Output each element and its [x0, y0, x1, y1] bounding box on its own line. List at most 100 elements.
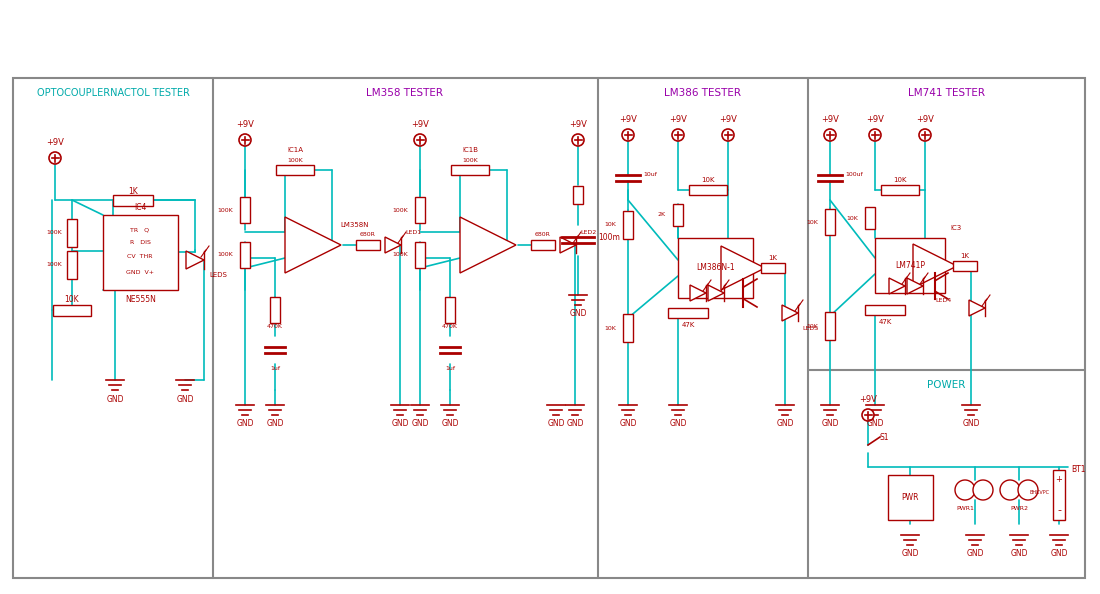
Text: 100K: 100K: [462, 159, 477, 163]
Text: +9V: +9V: [619, 115, 637, 124]
Text: IC1A: IC1A: [287, 147, 303, 153]
Polygon shape: [913, 244, 957, 288]
Bar: [67, 251, 77, 279]
Text: PWR: PWR: [901, 492, 918, 501]
Text: 100K: 100K: [287, 159, 303, 163]
Text: LM386N-1: LM386N-1: [696, 264, 735, 273]
Bar: [881, 185, 918, 195]
Polygon shape: [969, 300, 984, 316]
Text: GND: GND: [619, 419, 637, 428]
Polygon shape: [285, 217, 341, 273]
Bar: [678, 238, 754, 298]
Text: GND: GND: [236, 419, 254, 428]
Text: 680R: 680R: [535, 232, 551, 238]
Polygon shape: [720, 246, 764, 290]
Text: GND: GND: [1010, 549, 1027, 558]
Text: GND: GND: [266, 419, 284, 428]
Text: GND: GND: [441, 419, 459, 428]
Polygon shape: [460, 217, 516, 273]
Text: LEDS: LEDS: [209, 272, 227, 278]
Bar: [67, 219, 77, 247]
Text: LM741 TESTER: LM741 TESTER: [908, 88, 985, 98]
Bar: [415, 197, 425, 223]
Text: LM358N: LM358N: [340, 222, 368, 228]
Text: GND: GND: [901, 549, 918, 558]
Bar: [270, 297, 280, 323]
Text: 2K: 2K: [658, 213, 666, 217]
Text: +9V: +9V: [236, 120, 254, 129]
Text: R   DIS: R DIS: [130, 241, 151, 245]
Bar: [825, 209, 835, 235]
Circle shape: [722, 129, 734, 141]
Text: GND: GND: [548, 419, 564, 428]
Text: +9V: +9V: [916, 115, 934, 124]
Text: GND: GND: [392, 419, 409, 428]
Text: GND: GND: [966, 549, 983, 558]
Text: 470K: 470K: [267, 324, 283, 328]
Text: 47K: 47K: [681, 322, 695, 328]
Text: NE555N: NE555N: [125, 295, 156, 305]
Text: 680R: 680R: [360, 232, 376, 238]
Bar: [53, 305, 91, 315]
Text: 100K: 100K: [218, 207, 233, 213]
Text: OPTOCOUPLERNACTOL TESTER: OPTOCOUPLERNACTOL TESTER: [36, 88, 189, 98]
Text: GND: GND: [962, 419, 980, 428]
Text: PWR1: PWR1: [956, 505, 974, 510]
Text: GND: GND: [107, 394, 123, 403]
Text: CV  THR: CV THR: [128, 254, 153, 258]
Text: LED4: LED4: [935, 298, 952, 302]
Text: 470K: 470K: [442, 324, 458, 328]
Text: +9V: +9V: [821, 115, 839, 124]
Circle shape: [239, 134, 251, 146]
Text: +9V: +9V: [859, 395, 877, 404]
Text: 10K: 10K: [65, 295, 79, 305]
Text: GND  V+: GND V+: [126, 270, 154, 274]
Bar: [531, 240, 556, 250]
Text: 10K: 10K: [806, 220, 818, 225]
Text: 100K: 100K: [393, 207, 408, 213]
Text: 1K: 1K: [128, 187, 138, 195]
Text: LM741P: LM741P: [895, 261, 925, 270]
Text: GND: GND: [822, 419, 838, 428]
Circle shape: [824, 129, 836, 141]
Text: 100K: 100K: [218, 252, 233, 258]
Text: GND: GND: [669, 419, 686, 428]
Circle shape: [918, 129, 931, 141]
Text: 1uf: 1uf: [446, 365, 455, 371]
Text: GND: GND: [777, 419, 794, 428]
Bar: [668, 308, 708, 318]
Circle shape: [1018, 480, 1038, 500]
Text: LEDS: LEDS: [802, 326, 818, 330]
Text: +9V: +9V: [46, 138, 64, 147]
Text: 1uf: 1uf: [270, 365, 280, 371]
Text: 10K: 10K: [846, 216, 858, 220]
Bar: [623, 211, 632, 239]
Bar: [865, 207, 874, 229]
Text: +9V: +9V: [719, 115, 737, 124]
Bar: [953, 261, 977, 271]
Text: 47K: 47K: [878, 319, 892, 325]
Circle shape: [1000, 480, 1020, 500]
Text: 100uf: 100uf: [845, 172, 862, 178]
Text: +9V: +9V: [569, 120, 587, 129]
Text: 10K: 10K: [893, 177, 906, 183]
Circle shape: [414, 134, 426, 146]
Polygon shape: [560, 237, 576, 253]
Polygon shape: [690, 285, 706, 301]
Text: S1: S1: [880, 432, 890, 441]
Bar: [689, 185, 727, 195]
Bar: [825, 312, 835, 340]
Text: 100K: 100K: [393, 252, 408, 258]
Text: +9V: +9V: [411, 120, 429, 129]
Circle shape: [862, 409, 874, 421]
Text: POWER: POWER: [927, 380, 965, 390]
Text: +9V: +9V: [669, 115, 686, 124]
Text: LED2: LED2: [580, 229, 596, 235]
Text: GND: GND: [411, 419, 429, 428]
Text: GND: GND: [566, 419, 584, 428]
Circle shape: [572, 134, 584, 146]
Bar: [103, 215, 178, 290]
Text: IC1B: IC1B: [462, 147, 478, 153]
Text: -: -: [1057, 505, 1062, 515]
Polygon shape: [186, 251, 204, 269]
